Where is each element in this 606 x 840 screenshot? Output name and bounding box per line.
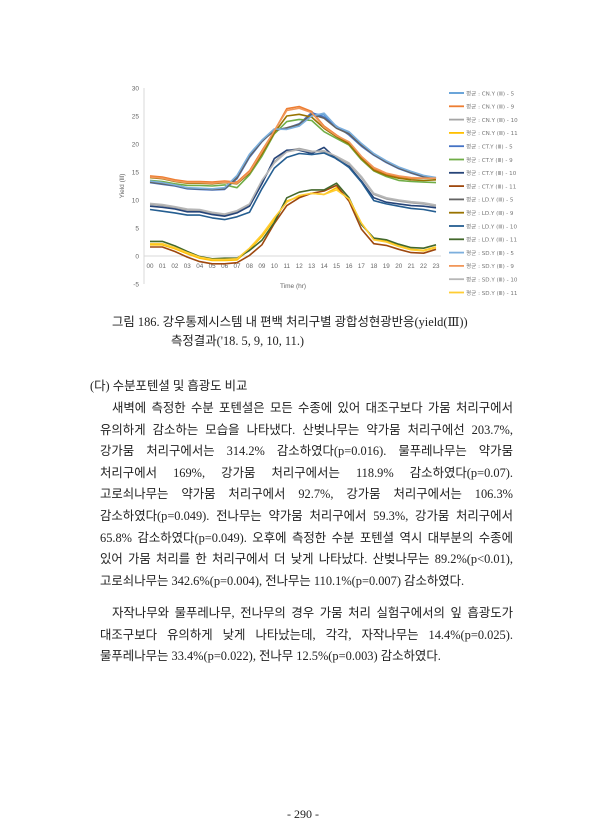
figure-caption-line1: 그림 186. 강우통제시스템 내 편백 처리구별 광합성현광반응(yield(…	[112, 315, 468, 329]
x-tick-label: 03	[184, 263, 192, 270]
legend-label: 평균 : LD.Y (Ⅲ) - 9	[466, 210, 514, 217]
section-heading: (다) 수분포텐셜 및 흡광도 비교	[90, 379, 248, 393]
yield-line-chart: 30 25 20 15 10 5 0 -5 00 01 02 03 04 05 06 07 08 09 10 11 12…	[119, 86, 518, 297]
legend-label: 평균 : CN.Y (Ⅲ) - 11	[466, 130, 518, 137]
y-tick-label: 20	[132, 142, 140, 149]
text-line: 대조구보다 유의하게 낮게 나타났는데, 각각, 자작나무는 14.4%(p=0…	[100, 627, 513, 642]
x-tick-label: 01	[159, 263, 167, 270]
x-tick-label: 21	[408, 263, 416, 270]
legend-label: 평균 : SD.Y (Ⅲ) - 11	[466, 290, 518, 297]
x-tick-label: 08	[246, 263, 254, 270]
x-tick-label: 00	[146, 263, 154, 270]
x-tick-label: 04	[196, 263, 204, 270]
x-tick-label: 10	[271, 263, 279, 270]
legend-label: 평균 : CN.Y (Ⅲ) - 5	[466, 90, 515, 97]
text-line: 자작나무와 물푸레나무, 전나무의 경우 가뭄 처리 실험구에서의 잎 흡광도가	[112, 606, 514, 620]
legend-label: 평균 : CN.Y (Ⅲ) - 9	[466, 104, 515, 111]
series-line	[149, 107, 436, 184]
legend-label: 평균 : SD.Y (Ⅲ) - 5	[466, 250, 514, 257]
text-line: 강가뭄 처리구에서는 314.2% 감소하였다(p=0.016). 물푸레나무는…	[100, 444, 513, 459]
legend-label: 평균 : LD.Y (Ⅲ) - 10	[466, 223, 517, 230]
x-tick-label: 16	[345, 263, 353, 270]
legend-label: 평균 : CT.Y (Ⅲ) - 9	[466, 157, 513, 164]
series-line	[150, 189, 437, 261]
series-line	[149, 148, 437, 215]
text-line: 있어 가뭄 처리를 한 처리구에서 더 낮게 나타났다. 산벚나무는 89.2%…	[100, 552, 513, 567]
series-line	[149, 152, 437, 221]
x-tick-label: 23	[432, 263, 440, 270]
text-line: 물푸레나무는 33.4%(p=0.022), 전나무 12.5%(p=0.003…	[100, 649, 441, 664]
x-tick-label: 12	[296, 263, 304, 270]
series-line	[150, 184, 437, 265]
page-number: - 290 -	[287, 807, 319, 821]
legend-label: 평균 : CT.Y (Ⅲ) - 10	[466, 170, 517, 177]
text-line: 새벽에 측정한 수분 포텐셜은 모든 수종에 있어 대조구보다 가뭄 처리구에서	[112, 401, 513, 415]
y-tick-label: -5	[133, 282, 139, 289]
x-tick-label: 11	[284, 263, 291, 270]
x-tick-label: 20	[395, 263, 403, 270]
x-tick-label: 02	[171, 263, 179, 270]
x-tick-label: 14	[321, 263, 329, 270]
x-tick-label: 06	[221, 263, 229, 270]
figure-caption-line2: 측정결과('18. 5, 9, 10, 11.)	[171, 334, 305, 348]
y-tick-label: 0	[135, 254, 139, 261]
legend-label: 평균 : SD.Y (Ⅲ) - 10	[466, 277, 518, 284]
x-tick-label: 13	[308, 263, 316, 270]
y-axis-title: Yield (Ⅲ)	[119, 174, 126, 199]
x-tick-label: 18	[370, 263, 378, 270]
series-line	[149, 118, 437, 189]
legend-label: 평균 : CT.Y (Ⅲ) - 11	[466, 183, 517, 190]
x-tick-label: 09	[258, 263, 266, 270]
text-line: 고로쇠나무는 약가뭄 처리구에서 92.7%, 강가뭄 처리구에서는 106.3…	[100, 487, 513, 502]
y-tick-label: 15	[132, 170, 140, 177]
y-tick-label: 10	[132, 198, 140, 205]
legend-label: 평균 : LD.Y (Ⅲ) - 5	[466, 197, 514, 204]
x-tick-label: 22	[420, 263, 428, 270]
x-axis-title: Time (hr)	[280, 283, 306, 290]
text-line: 고로쇠나무는 342.6%(p=0.004), 전나무는 110.1%(p=0.…	[100, 573, 465, 588]
y-tick-label: 30	[132, 86, 140, 93]
text-line: 유의하게 감소하는 모습을 나타냈다. 산벚나무는 약가뭄 처리구에선 203.…	[100, 422, 513, 437]
legend-label: 평균 : SD.Y (Ⅲ) - 9	[466, 263, 514, 270]
x-tick-label: 07	[234, 263, 242, 270]
series-line	[149, 112, 437, 190]
text-line: 65.8% 감소하였다(p=0.049). 오후에 측정한 수분 포텐셜 역시 …	[100, 530, 513, 545]
legend-label: 평균 : LD.Y (Ⅲ) - 11	[466, 237, 517, 244]
series-line	[149, 105, 436, 183]
x-tick-label: 05	[209, 263, 217, 270]
y-tick-label: 5	[135, 226, 139, 233]
y-tick-label: 25	[132, 114, 140, 121]
x-tick-label: 17	[358, 263, 366, 270]
text-line: 처리구에서 169%, 강가뭄 처리구에서는 118.9% 감소하였다(p=0.…	[100, 465, 513, 480]
legend-label: 평균 : CT.Y (Ⅲ) - 5	[466, 144, 513, 151]
legend-label: 평균 : CN.Y (Ⅲ) - 10	[466, 117, 518, 124]
x-tick-label: 19	[383, 263, 391, 270]
x-tick-label: 15	[333, 263, 341, 270]
text-line: 감소하였다(p=0.049). 전나무는 약가뭄 처리구에서 59.3%, 강가…	[100, 509, 513, 523]
